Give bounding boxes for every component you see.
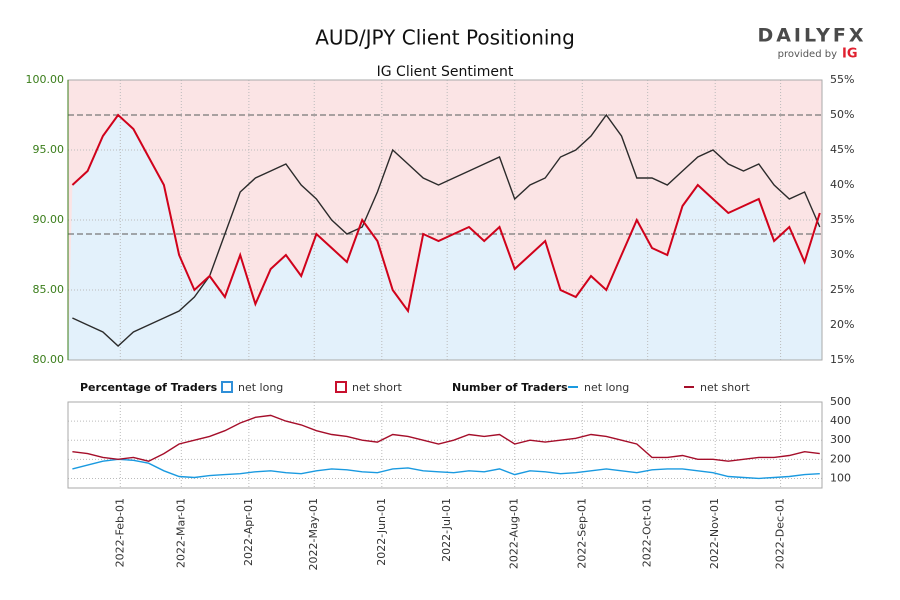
series-line [72,113,821,347]
legend-label: net short [352,381,403,394]
y-tick-label: 80.00 [33,353,65,366]
panel-frame [67,401,823,489]
y2-tick-label: 20% [830,318,854,331]
y-tick-label: 400 [830,414,851,427]
y-tick-label: 200 [830,452,851,465]
y2-tick-label: 25% [830,283,854,296]
x-tick-label: 2022-Aug-01 [508,498,521,569]
y-tick-label: 100.00 [26,73,65,86]
logo-brand: DAILYFX [757,25,866,47]
logo-provider-brand: IG [842,47,858,62]
y-tick-label: 300 [830,433,851,446]
x-tick-label: 2022-Mar-01 [174,498,187,568]
net-long-area [68,115,822,360]
x-tick-label: 2022-Dec-01 [774,498,787,569]
y2-tick-label: 55% [830,73,854,86]
x-tick-label: 2022-Nov-01 [708,498,721,569]
legend-swatch [221,381,233,393]
y2-tick-label: 15% [830,353,854,366]
y2-tick-label: 30% [830,248,854,261]
x-tick-label: 2022-Jul-01 [440,498,453,562]
panel-background [68,402,822,488]
y2-tick-label: 40% [830,178,854,191]
chart-title: AUD/JPY Client Positioning [315,26,575,50]
legend-label: net long [238,381,283,394]
x-tick-label: 2022-Sep-01 [575,498,588,569]
y2-tick-label: 35% [830,213,854,226]
y-tick-label: 90.00 [33,213,65,226]
series-line [72,458,820,480]
x-tick-label: 2022-Apr-01 [242,498,255,566]
x-tick-label: 2022-Oct-01 [641,498,654,567]
legend-label: net short [700,381,751,394]
x-tick-label: 2022-Jun-01 [375,498,388,566]
y-tick-label: 95.00 [33,143,65,156]
legend-label: net long [584,381,629,394]
x-tick-label: 2022-Feb-01 [113,498,126,567]
legend-title: Number of Traders [452,381,568,394]
y-tick-label: 500 [830,395,851,408]
x-tick-label: 2022-May-01 [307,498,320,570]
legend-swatch [335,381,347,393]
series-line [72,414,820,462]
logo-provider: provided by [778,49,837,60]
series-line [71,113,821,314]
y-tick-label: 85.00 [33,283,65,296]
y-tick-label: 100 [830,471,851,484]
chart-subtitle: IG Client Sentiment [377,64,514,80]
y2-tick-label: 50% [830,108,854,121]
y2-tick-label: 45% [830,143,854,156]
legend-title: Percentage of Traders [80,381,218,394]
